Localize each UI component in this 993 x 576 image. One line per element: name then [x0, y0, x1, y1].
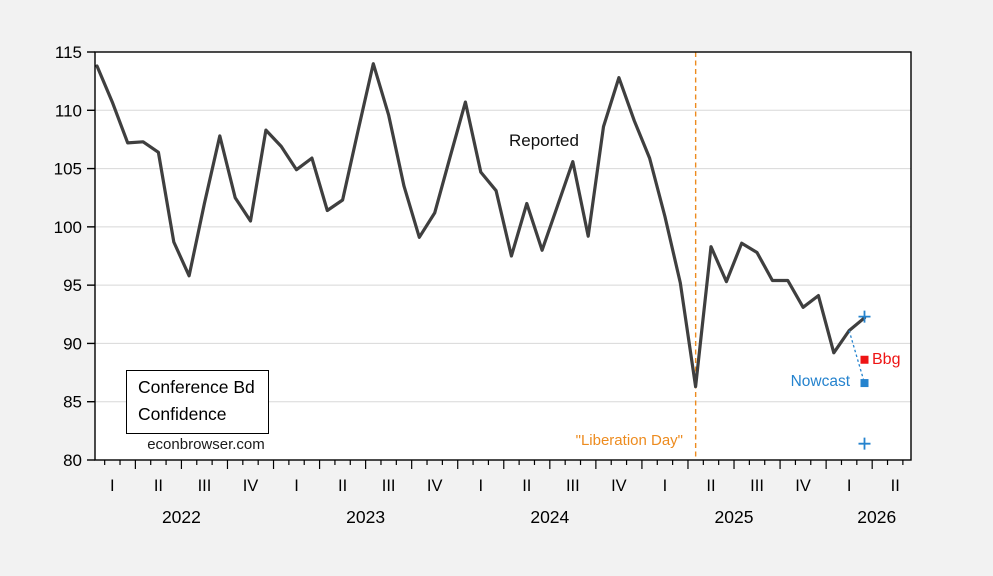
x-axis-quarter-label: II [154, 477, 163, 495]
x-axis-quarter-label: I [663, 477, 668, 495]
x-axis-quarter-label: II [522, 477, 531, 495]
nowcast-label: Nowcast [790, 373, 850, 390]
x-axis-quarter-label: I [847, 477, 852, 495]
x-axis-quarter-label: IV [611, 477, 627, 495]
chart-title-box: Conference Bd Confidence [126, 370, 269, 434]
y-axis-tick-label: 95 [63, 276, 82, 295]
x-axis-quarter-label: IV [243, 477, 259, 495]
y-axis-tick-label: 110 [55, 101, 82, 120]
x-axis-year-label: 2023 [346, 507, 385, 527]
x-axis-quarter-label: I [478, 477, 483, 495]
x-axis-quarter-label: III [750, 477, 764, 495]
x-axis-quarter-label: III [566, 477, 580, 495]
y-axis-tick-label: 105 [54, 160, 82, 179]
x-axis-year-label: 2024 [530, 507, 569, 527]
bbg-marker [860, 355, 869, 364]
watermark: econbrowser.com [147, 436, 265, 453]
nowcast-connector [848, 330, 866, 384]
x-axis-year-label: 2026 [857, 507, 896, 527]
y-axis-tick-label: 90 [63, 334, 82, 353]
y-axis-tick-label: 100 [54, 218, 82, 237]
x-axis-quarter-label: I [294, 477, 299, 495]
interval-low-plus-marker [858, 437, 871, 450]
chart-title-line1: Conference Bd [138, 377, 255, 397]
y-axis-tick-label: 85 [63, 393, 82, 412]
interval-high-plus-marker [858, 310, 871, 323]
nowcast-marker [860, 379, 869, 388]
x-axis-quarter-label: III [382, 477, 396, 495]
x-axis-quarter-label: III [198, 477, 212, 495]
x-axis-year-label: 2022 [162, 507, 201, 527]
chart-title-line2: Confidence [138, 404, 227, 424]
reported-series-label: Reported [509, 131, 579, 150]
bbg-label: Bbg [872, 351, 901, 368]
x-axis-quarter-label: IV [795, 477, 811, 495]
plot-frame [94, 51, 912, 461]
x-axis-quarter-label: IV [427, 477, 443, 495]
x-axis-year-label: 2025 [715, 507, 754, 527]
liberation-day-label: "Liberation Day" [575, 432, 683, 449]
x-axis-quarter-label: II [338, 477, 347, 495]
reported-line [95, 62, 867, 389]
x-axis-quarter-label: I [110, 477, 115, 495]
y-axis-tick-label: 80 [63, 451, 82, 470]
y-axis-tick-label: 115 [55, 43, 82, 62]
x-axis-quarter-label: II [706, 477, 715, 495]
x-axis-quarter-label: II [891, 477, 900, 495]
